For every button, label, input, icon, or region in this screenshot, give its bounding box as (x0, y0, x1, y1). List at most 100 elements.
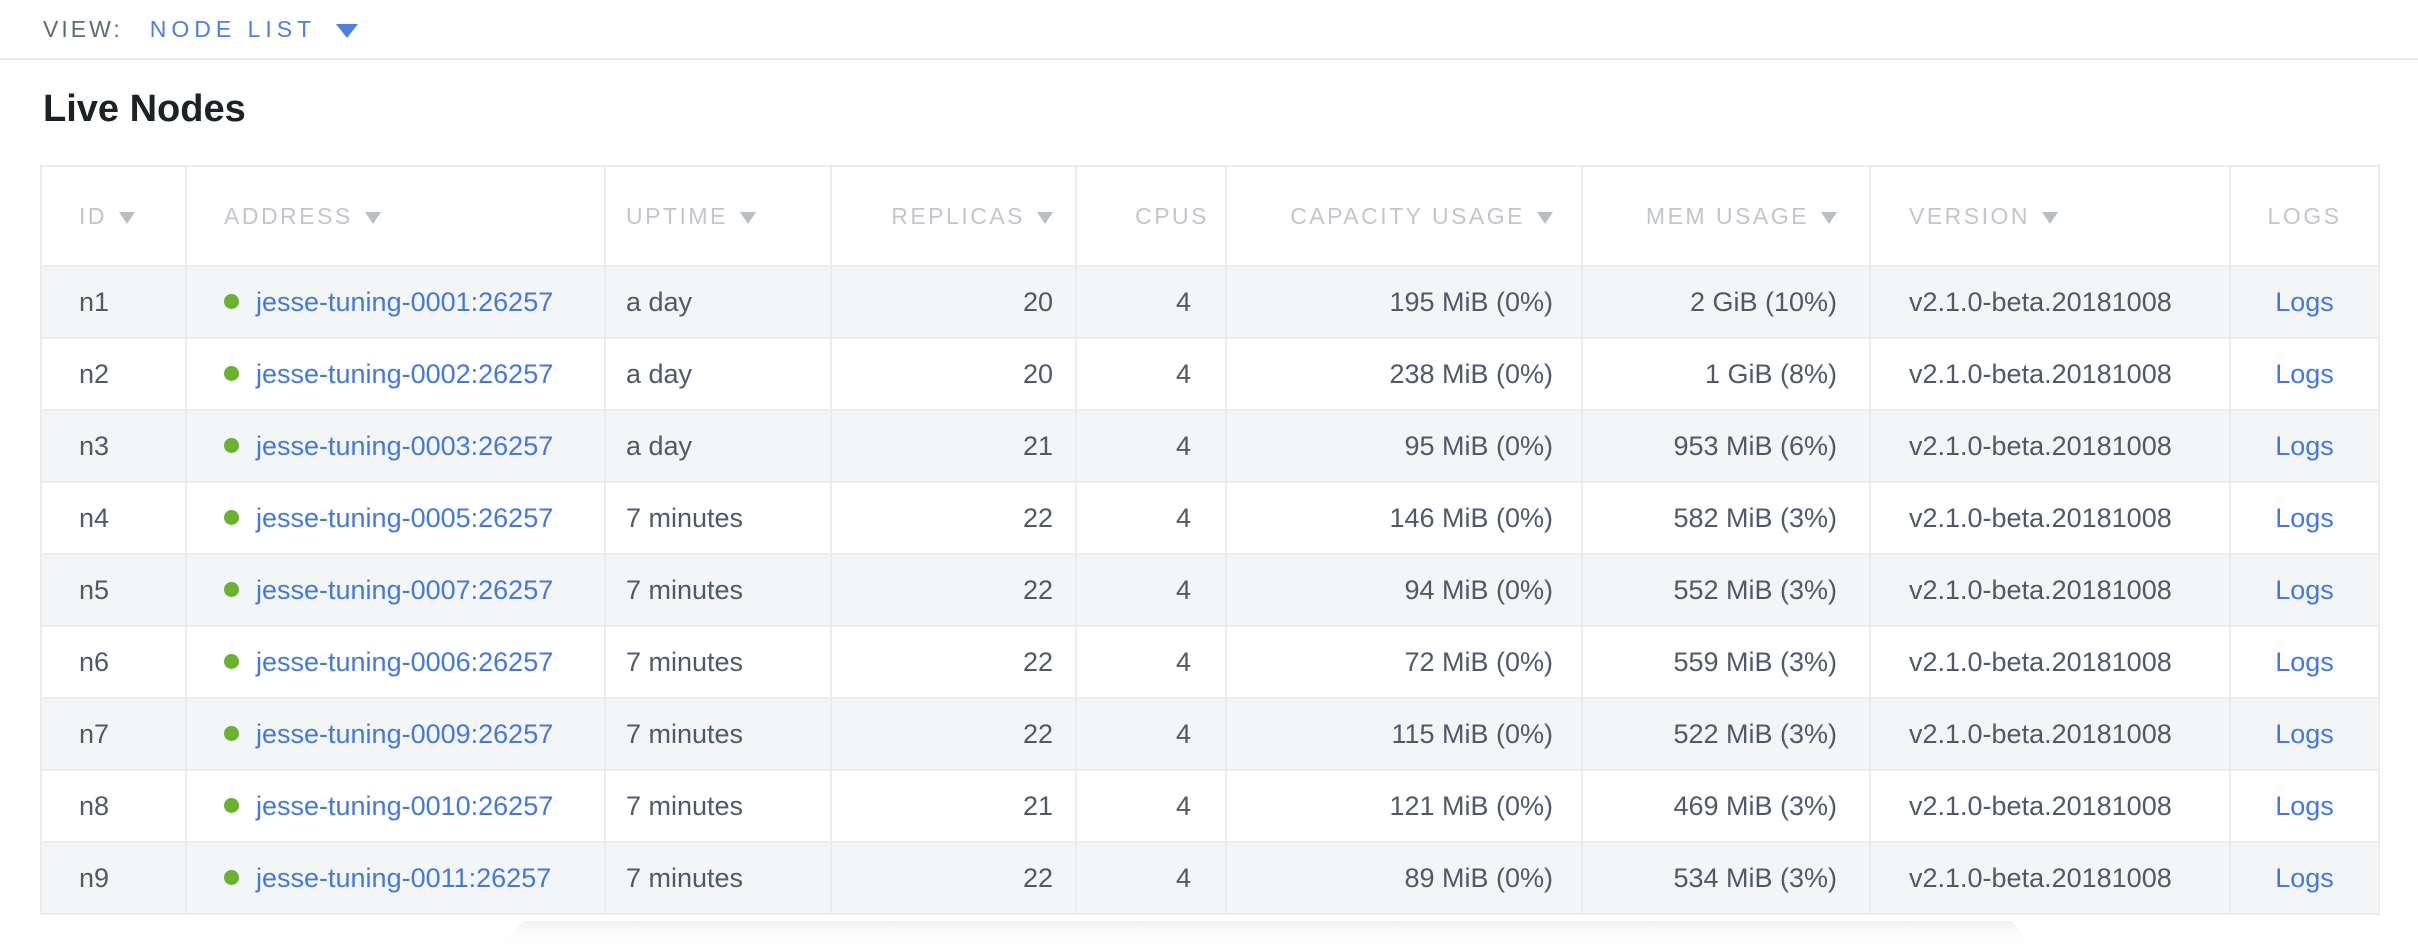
node-address-cell: jesse-tuning-0007:26257 (185, 553, 606, 627)
logs-link[interactable]: Logs (2275, 286, 2334, 317)
status-live-icon (224, 725, 239, 741)
logs-link[interactable]: Logs (2275, 502, 2334, 533)
table-row: n6 jesse-tuning-0006:26257 7 minutes 22 … (40, 625, 2380, 699)
node-replicas-cell: 22 (830, 553, 1077, 627)
node-id-cell: n9 (40, 841, 187, 915)
sort-desc-icon (739, 211, 756, 224)
node-cpus-cell: 4 (1075, 769, 1227, 843)
node-id-cell: n1 (40, 265, 187, 339)
column-label: REPLICAS (891, 202, 1025, 229)
column-header-logs: LOGS (2229, 165, 2380, 267)
status-live-icon (224, 869, 239, 885)
logs-link[interactable]: Logs (2275, 718, 2334, 749)
node-address-link[interactable]: jesse-tuning-0009:26257 (256, 718, 554, 749)
node-version-cell: v2.1.0-beta.20181008 (1869, 841, 2231, 915)
node-replicas-cell: 20 (830, 265, 1077, 339)
node-mem-usage-cell: 1 GiB (8%) (1581, 337, 1871, 411)
node-address-link[interactable]: jesse-tuning-0002:26257 (256, 358, 554, 389)
node-capacity-usage-cell: 89 MiB (0%) (1225, 841, 1583, 915)
column-label: ID (79, 202, 107, 229)
sort-desc-icon (1037, 211, 1053, 224)
node-replicas-cell: 20 (830, 337, 1077, 411)
live-nodes-table: ID ADDRESS UPTIME REPLICAS CPUS (40, 165, 2380, 915)
view-dropdown[interactable]: NODE LIST (150, 16, 359, 43)
column-label: ADDRESS (224, 202, 353, 229)
logs-link[interactable]: Logs (2275, 430, 2334, 461)
column-header-replicas[interactable]: REPLICAS (830, 165, 1077, 267)
node-id-cell: n2 (40, 337, 187, 411)
node-capacity-usage-cell: 72 MiB (0%) (1225, 625, 1583, 699)
node-capacity-usage-cell: 146 MiB (0%) (1225, 481, 1583, 555)
column-header-cpus: CPUS (1075, 165, 1227, 267)
node-cpus-cell: 4 (1075, 697, 1227, 771)
status-live-icon (224, 293, 239, 309)
logs-link[interactable]: Logs (2275, 862, 2334, 893)
node-address-cell: jesse-tuning-0001:26257 (185, 265, 606, 339)
node-cpus-cell: 4 (1075, 841, 1227, 915)
view-selector-bar: VIEW: NODE LIST (0, 0, 2418, 60)
node-capacity-usage-cell: 94 MiB (0%) (1225, 553, 1583, 627)
table-body: n1 jesse-tuning-0001:26257 a day 20 4 19… (40, 265, 2380, 915)
column-header-mem-usage[interactable]: MEM USAGE (1581, 165, 1871, 267)
node-address-link[interactable]: jesse-tuning-0005:26257 (256, 502, 554, 533)
node-logs-cell: Logs (2229, 841, 2380, 915)
node-address-link[interactable]: jesse-tuning-0011:26257 (256, 862, 552, 893)
node-mem-usage-cell: 953 MiB (6%) (1581, 409, 1871, 483)
node-address-link[interactable]: jesse-tuning-0010:26257 (256, 790, 554, 821)
node-logs-cell: Logs (2229, 337, 2380, 411)
node-address-link[interactable]: jesse-tuning-0006:26257 (256, 646, 554, 677)
column-label: MEM USAGE (1645, 202, 1809, 229)
node-uptime-cell: a day (604, 265, 832, 339)
node-replicas-cell: 21 (830, 769, 1077, 843)
sort-desc-icon (364, 211, 381, 224)
node-cpus-cell: 4 (1075, 625, 1227, 699)
below-fold-shadow (498, 921, 2032, 946)
node-version-cell: v2.1.0-beta.20181008 (1869, 337, 2231, 411)
node-uptime-cell: 7 minutes (604, 697, 832, 771)
logs-link[interactable]: Logs (2275, 358, 2334, 389)
sort-desc-icon (2042, 211, 2059, 224)
view-label: VIEW: (43, 15, 123, 42)
table-row: n2 jesse-tuning-0002:26257 a day 20 4 23… (40, 337, 2380, 411)
node-logs-cell: Logs (2229, 265, 2380, 339)
node-capacity-usage-cell: 238 MiB (0%) (1225, 337, 1583, 411)
node-logs-cell: Logs (2229, 481, 2380, 555)
node-id-cell: n6 (40, 625, 187, 699)
node-capacity-usage-cell: 195 MiB (0%) (1225, 265, 1583, 339)
node-address-link[interactable]: jesse-tuning-0007:26257 (256, 574, 554, 605)
node-address-link[interactable]: jesse-tuning-0001:26257 (256, 286, 554, 317)
node-uptime-cell: 7 minutes (604, 841, 832, 915)
column-header-id[interactable]: ID (40, 165, 187, 267)
node-uptime-cell: 7 minutes (604, 553, 832, 627)
column-header-address[interactable]: ADDRESS (185, 165, 606, 267)
node-capacity-usage-cell: 121 MiB (0%) (1225, 769, 1583, 843)
node-id-cell: n4 (40, 481, 187, 555)
node-uptime-cell: a day (604, 409, 832, 483)
node-cpus-cell: 4 (1075, 481, 1227, 555)
column-header-uptime[interactable]: UPTIME (604, 165, 832, 267)
node-id-cell: n8 (40, 769, 187, 843)
node-cpus-cell: 4 (1075, 337, 1227, 411)
status-live-icon (224, 653, 239, 669)
node-uptime-cell: 7 minutes (604, 769, 832, 843)
node-cpus-cell: 4 (1075, 553, 1227, 627)
node-mem-usage-cell: 559 MiB (3%) (1581, 625, 1871, 699)
node-mem-usage-cell: 552 MiB (3%) (1581, 553, 1871, 627)
node-cpus-cell: 4 (1075, 409, 1227, 483)
logs-link[interactable]: Logs (2275, 646, 2334, 677)
column-header-version[interactable]: VERSION (1869, 165, 2231, 267)
node-mem-usage-cell: 522 MiB (3%) (1581, 697, 1871, 771)
node-replicas-cell: 22 (830, 625, 1077, 699)
node-version-cell: v2.1.0-beta.20181008 (1869, 553, 2231, 627)
node-mem-usage-cell: 2 GiB (10%) (1581, 265, 1871, 339)
status-live-icon (224, 797, 239, 813)
node-capacity-usage-cell: 115 MiB (0%) (1225, 697, 1583, 771)
caret-down-icon (336, 23, 359, 38)
logs-link[interactable]: Logs (2275, 790, 2334, 821)
node-address-link[interactable]: jesse-tuning-0003:26257 (256, 430, 554, 461)
node-id-cell: n5 (40, 553, 187, 627)
status-live-icon (224, 437, 239, 453)
column-header-capacity-usage[interactable]: CAPACITY USAGE (1225, 165, 1583, 267)
table-row: n7 jesse-tuning-0009:26257 7 minutes 22 … (40, 697, 2380, 771)
logs-link[interactable]: Logs (2275, 574, 2334, 605)
